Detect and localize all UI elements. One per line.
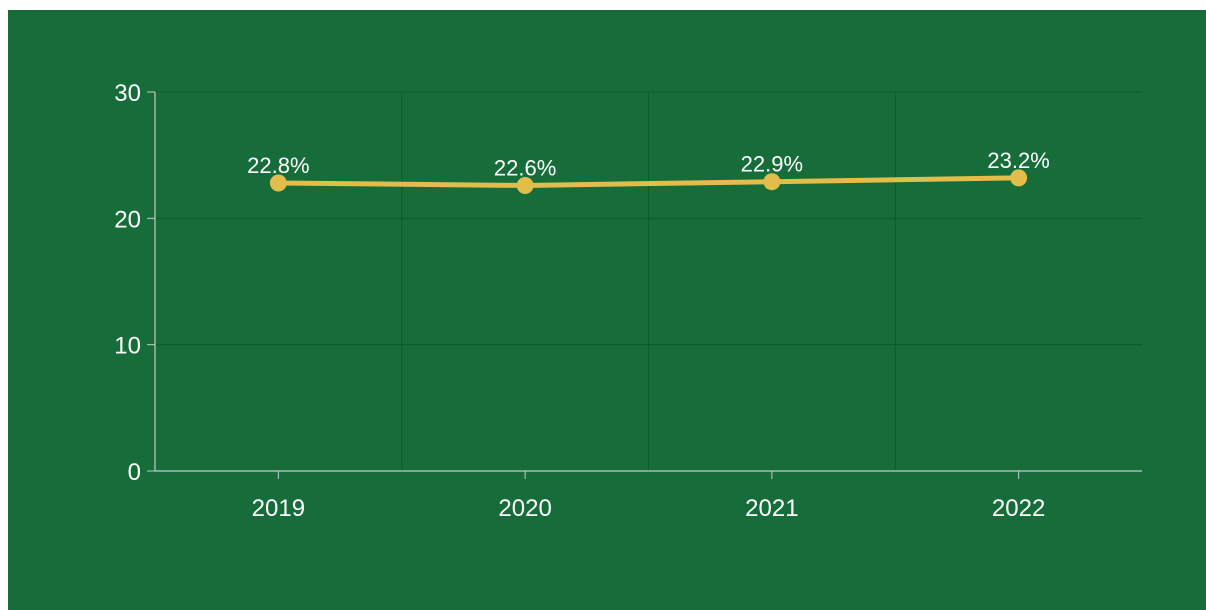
data-point-2020 xyxy=(516,176,534,194)
data-point-2022 xyxy=(1010,169,1028,187)
series-line-0 xyxy=(275,175,1022,188)
xtick-label-2021: 2021 xyxy=(745,495,798,522)
xtick-label-2022: 2022 xyxy=(992,495,1045,522)
data-point-2021 xyxy=(763,173,781,191)
series-layer xyxy=(269,169,1028,194)
grid-lines xyxy=(155,91,1142,471)
ytick-label-30: 30 xyxy=(114,80,141,107)
chart-panel: 0 10 20 30 2019 2020 2021 2022 22.8% 22.6% 22.9%… xyxy=(8,10,1206,610)
ytick-label-20: 20 xyxy=(114,206,141,233)
ytick-label-0: 0 xyxy=(128,459,141,486)
data-label-2021: 22.9% xyxy=(741,152,803,177)
chart-background xyxy=(8,10,1206,610)
data-label-2022: 23.2% xyxy=(987,148,1049,173)
x-tick-labels: 2019 2020 2021 2022 xyxy=(252,495,1046,522)
data-point-2019 xyxy=(269,174,287,192)
xtick-label-2019: 2019 xyxy=(252,495,305,522)
line-chart: 0 10 20 30 2019 2020 2021 2022 22.8% 22.6% 22.9%… xyxy=(8,10,1206,610)
ytick-label-10: 10 xyxy=(114,333,141,360)
xtick-label-2020: 2020 xyxy=(498,495,551,522)
axes xyxy=(147,91,1142,479)
data-labels: 22.8% 22.6% 22.9% 23.2% xyxy=(247,148,1050,181)
y-tick-labels: 0 10 20 30 xyxy=(114,80,141,486)
data-label-2019: 22.8% xyxy=(247,153,309,178)
data-label-2020: 22.6% xyxy=(494,155,556,180)
